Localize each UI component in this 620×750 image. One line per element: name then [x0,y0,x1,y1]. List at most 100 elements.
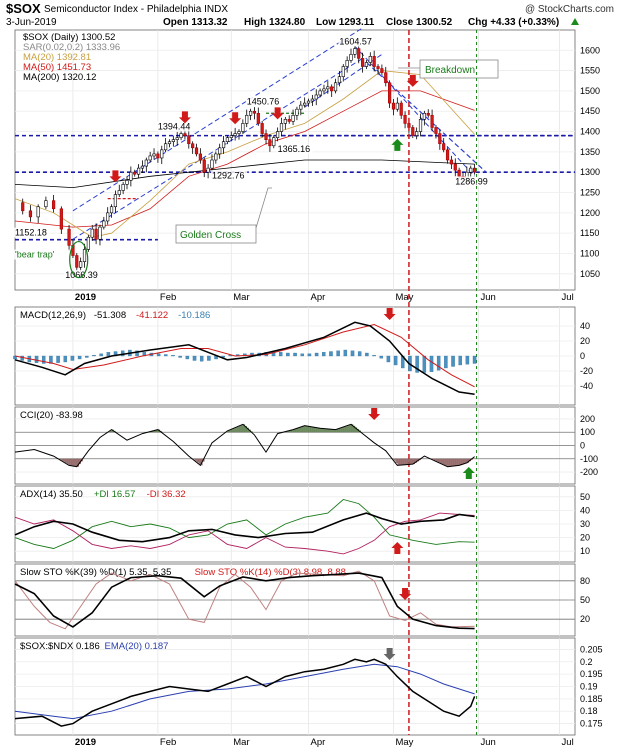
cci-overbought-fill [351,424,354,433]
candle-body [125,180,129,185]
candle-body [345,60,349,67]
macd-hist-bar [85,355,89,358]
macd-hist-bar [56,355,60,363]
legend-entry: MACD(12,26,9) [20,310,86,321]
x-tick-label: Feb [160,292,176,303]
price-annotation: 1394.44 [158,122,191,132]
cci-overbought-fill [296,428,300,433]
y-tick-label: 1500 [580,86,600,96]
candle-body [264,133,268,140]
cci-overbought-fill [155,430,159,433]
legend-entry: CCI(20) -83.98 [20,410,83,421]
macd-hist-bar [207,355,211,361]
legend-entry: MA(50) 1451.73 [23,62,91,73]
cci-oversold-fill [453,458,456,467]
candle-body [79,261,83,268]
cci-overbought-fill [233,428,236,433]
cci-oversold-fill [410,458,414,465]
candle-body [418,119,423,132]
cci-oversold-fill [71,458,74,466]
candle-body [380,68,384,73]
candle-body [152,153,156,157]
cci-oversold-fill [408,458,412,465]
candle-body [422,112,426,120]
candle-body [28,210,33,218]
stoch-fast-line [14,570,475,630]
sell-arrow-icon [383,308,396,320]
candle-body [449,159,454,165]
x-tick-label: May [395,737,413,748]
candle-body [391,102,396,110]
header-name: Semiconductor Index - Philadelphia INDX [44,4,228,15]
y-tick-label: 1200 [580,208,600,218]
plus-di-line [14,499,475,549]
candle-body [202,159,206,173]
cci-oversold-fill [457,458,460,466]
callout-box [419,59,499,79]
candle-body [333,82,338,92]
candle-body [21,202,25,212]
y-tick-label: 1300 [580,167,600,177]
candle-body [121,184,125,191]
channel-lower [72,57,363,240]
cci-overbought-fill [323,428,327,433]
cci-oversold-fill [194,458,197,461]
y-tick-label: 1100 [580,248,599,258]
price-annotation: 'bear trap' [15,250,55,260]
cci-overbought-fill [239,425,242,433]
cci-overbought-fill [345,426,348,433]
cci-oversold-fill [434,458,437,461]
y-tick-label: 1350 [580,147,600,157]
candle-body [326,86,330,90]
macd-hist-bar [350,350,355,357]
cci-oversold-fill [403,458,406,465]
y-tick-label: 50 [580,595,590,605]
candle-body [279,123,284,132]
macd-hist-bar [164,354,168,357]
annotation-bg [210,170,248,181]
annotation-bg [245,96,283,107]
cci-overbought-fill [229,430,232,433]
cci-overbought-fill [322,428,325,433]
cci-overbought-fill [244,426,248,433]
candle-body [272,137,276,147]
candle-body [179,133,183,138]
adx-line [14,512,475,543]
candle-body [353,48,357,55]
cci-oversold-fill [447,458,450,467]
price-annotation: 1066.39 [65,270,98,280]
candle-body [341,66,345,77]
macd-hist-bar [135,350,139,357]
macd-hist-bar [393,355,398,366]
macd-hist-bar [185,355,190,360]
minus-di-line [14,512,475,555]
sell-arrow-icon [399,588,412,600]
candle-body [194,147,199,155]
cci-overbought-fill [242,424,246,433]
x-tick-label: May [395,292,413,303]
candle-body [221,141,226,149]
price-annotation: 1292.76 [212,170,245,180]
header-low: Low 1293.11 [316,17,375,28]
cci-oversold-fill [449,458,452,467]
candle-body [233,133,237,136]
macd-hist-bar [422,355,427,373]
y-tick-label: 1550 [580,66,600,76]
candle-body [399,102,403,116]
cci-oversold-fill [439,458,443,464]
candle-body [310,98,314,102]
macd-hist-bar [307,353,312,357]
candle-body [52,200,56,210]
macd-hist-bar [322,352,326,357]
y-tick-label: 1400 [580,127,600,137]
legend-entry: ADX(14) 35.50 [20,489,83,500]
sell-arrow-icon [368,408,381,420]
legend-entry: -51.308 [94,310,126,321]
x-tick-label: Jun [480,292,495,303]
macd-hist-bar [77,355,82,360]
cci-overbought-fill [333,429,336,433]
macd-hist-bar [106,352,111,357]
candle-body [330,86,334,92]
candle-body [360,58,365,67]
